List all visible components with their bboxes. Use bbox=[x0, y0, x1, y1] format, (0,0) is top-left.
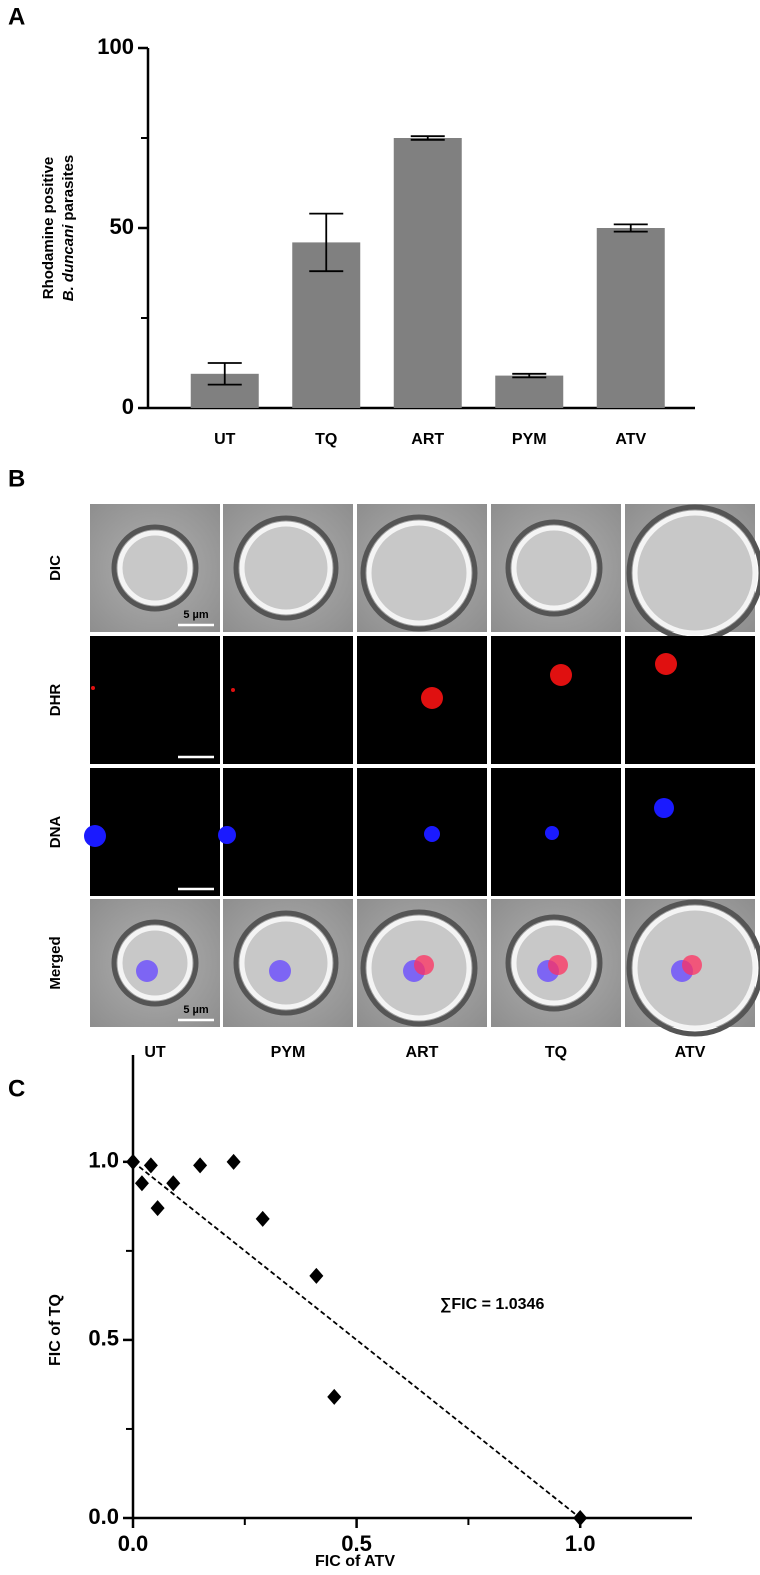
point bbox=[573, 1510, 588, 1526]
point bbox=[143, 1157, 158, 1174]
cell-outline bbox=[233, 910, 339, 1016]
cell-outline bbox=[360, 514, 478, 632]
y-axis-label-part: parasites bbox=[60, 155, 77, 221]
dhr-signal bbox=[231, 688, 235, 692]
point bbox=[255, 1210, 270, 1227]
cell bbox=[632, 510, 758, 636]
scale-bar-label: 5 µm bbox=[183, 1004, 209, 1016]
panel-label: A bbox=[8, 3, 25, 30]
dna-signal bbox=[545, 826, 559, 840]
cell bbox=[239, 521, 333, 615]
dhr-signal bbox=[421, 687, 443, 709]
error-bar bbox=[309, 212, 344, 273]
row-label: Merged bbox=[47, 936, 64, 989]
x-tick-label: 0.5 bbox=[341, 1531, 372, 1556]
row-label: DIC bbox=[47, 555, 64, 581]
micrograph bbox=[625, 768, 755, 896]
y-tick-label: 0.0 bbox=[88, 1504, 119, 1529]
column-label: TQ bbox=[545, 1044, 567, 1061]
panel-label: B bbox=[8, 465, 25, 492]
micrograph bbox=[223, 636, 353, 764]
fit-line bbox=[132, 1161, 581, 1519]
dhr-signal bbox=[682, 955, 702, 975]
dna-signal bbox=[269, 960, 291, 982]
cell-outline bbox=[233, 515, 339, 621]
annotation: ∑FIC = 1.0346 bbox=[440, 1296, 544, 1313]
y-tick-label: 1.0 bbox=[88, 1148, 119, 1173]
x-axis-label: FIC of ATV bbox=[315, 1553, 395, 1570]
point bbox=[226, 1153, 241, 1170]
x-tick-label: ATV bbox=[615, 431, 646, 448]
dna-signal bbox=[654, 798, 674, 818]
error-bar bbox=[410, 135, 445, 141]
y-tick-label: 100 bbox=[97, 34, 134, 59]
y-axis-label-part: B. duncani bbox=[60, 224, 77, 302]
bar bbox=[495, 375, 564, 408]
dhr-signal bbox=[414, 955, 434, 975]
cell-outline bbox=[505, 914, 603, 1012]
y-axis-label-part: Rhodamine positive bbox=[40, 157, 57, 300]
cell bbox=[511, 525, 597, 611]
cell-outline bbox=[360, 909, 478, 1027]
cell bbox=[117, 925, 193, 1001]
x-tick-label: ART bbox=[411, 431, 444, 448]
y-axis-label: Rhodamine positive B. duncani parasites bbox=[40, 155, 77, 302]
micrograph bbox=[491, 636, 621, 764]
point bbox=[193, 1157, 208, 1174]
micrograph bbox=[357, 768, 487, 896]
dna-signal bbox=[424, 826, 440, 842]
dhr-signal bbox=[550, 664, 572, 686]
micrograph bbox=[625, 636, 755, 764]
error-bar bbox=[613, 223, 648, 233]
dhr-signal bbox=[91, 686, 95, 690]
dna-signal bbox=[218, 826, 236, 844]
cell-outline bbox=[111, 919, 199, 1007]
x-tick-label: UT bbox=[214, 431, 236, 448]
x-tick-label: PYM bbox=[512, 431, 547, 448]
point bbox=[150, 1200, 165, 1217]
point bbox=[309, 1267, 324, 1284]
point bbox=[166, 1175, 181, 1192]
point bbox=[134, 1175, 149, 1192]
x-tick-label: TQ bbox=[315, 431, 337, 448]
bar bbox=[596, 228, 665, 408]
y-tick-label: 0.5 bbox=[88, 1326, 119, 1351]
cell-outline bbox=[505, 519, 603, 617]
point bbox=[126, 1153, 140, 1170]
dhr-signal bbox=[655, 653, 677, 675]
y-tick-label: 50 bbox=[110, 214, 134, 239]
scale-bar-label: 5 µm bbox=[183, 609, 209, 621]
y-axis-label: FIC of TQ bbox=[47, 1294, 64, 1366]
column-label: ATV bbox=[675, 1044, 706, 1061]
bar bbox=[393, 138, 462, 408]
row-label: DHR bbox=[47, 684, 64, 717]
dna-signal bbox=[84, 825, 106, 847]
cell-outline bbox=[111, 524, 199, 612]
cell bbox=[366, 520, 472, 626]
x-tick-label: 0.0 bbox=[118, 1531, 149, 1556]
cell-outline bbox=[626, 899, 760, 1037]
scale-bar-label: 5 µm bbox=[183, 741, 209, 753]
error-bar bbox=[207, 362, 242, 386]
dhr-signal bbox=[548, 955, 568, 975]
column-label: UT bbox=[144, 1044, 166, 1061]
scale-bar-label: 5 µm bbox=[183, 873, 209, 885]
dna-signal bbox=[136, 960, 158, 982]
y-tick-label: 0 bbox=[122, 394, 134, 419]
panel-label: C bbox=[8, 1075, 25, 1102]
micrograph bbox=[223, 768, 353, 896]
row-label: DNA bbox=[47, 816, 64, 849]
column-label: PYM bbox=[271, 1044, 306, 1061]
micrograph bbox=[90, 768, 220, 896]
error-bar bbox=[512, 372, 547, 379]
column-label: ART bbox=[406, 1044, 439, 1061]
micrograph bbox=[90, 636, 220, 764]
cell bbox=[117, 530, 193, 606]
x-tick-label: 1.0 bbox=[565, 1531, 596, 1556]
point bbox=[327, 1388, 342, 1405]
